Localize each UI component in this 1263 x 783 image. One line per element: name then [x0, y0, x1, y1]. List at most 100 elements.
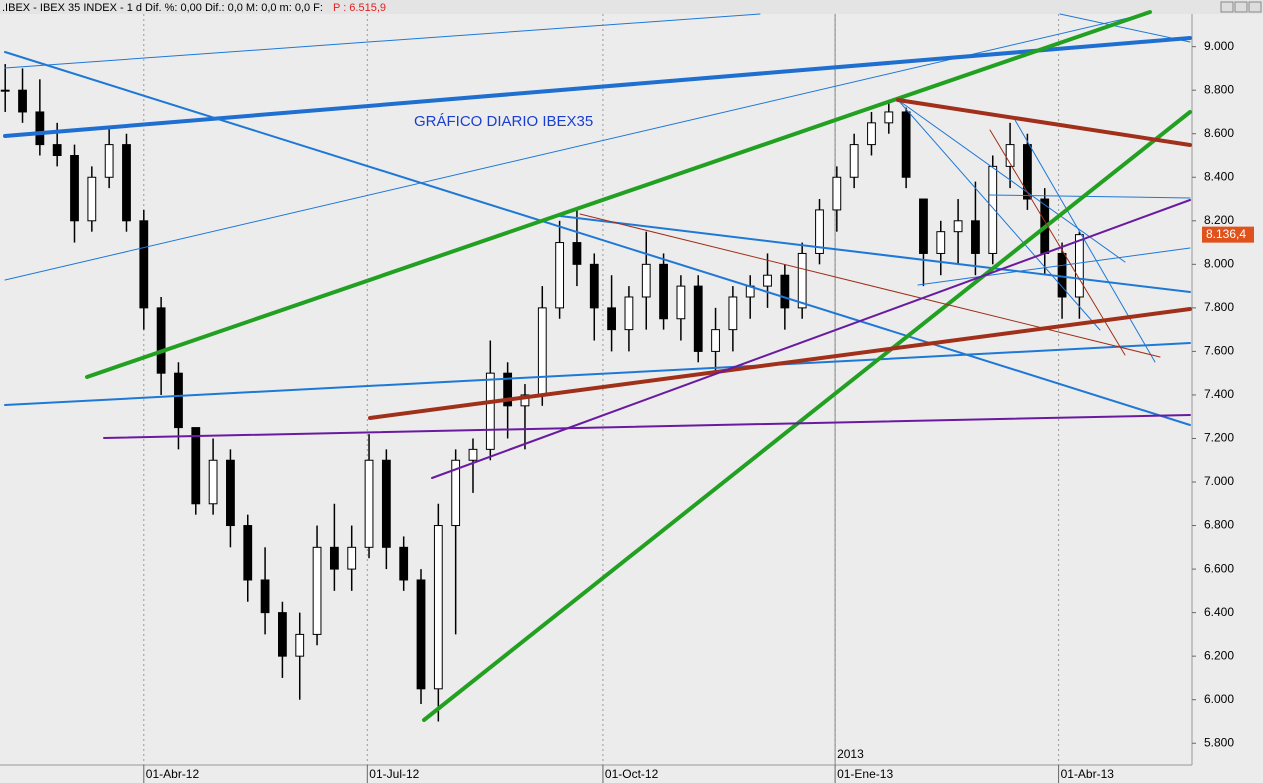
- y-tick-label: 9.000: [1204, 39, 1234, 53]
- candle-body: [953, 220, 963, 233]
- y-tick-label: 6.400: [1204, 605, 1234, 619]
- candle-body: [139, 220, 149, 309]
- trendline: [989, 129, 1126, 356]
- candle-body: [589, 263, 599, 309]
- candle-body: [815, 209, 824, 254]
- y-tick-label: 6.800: [1204, 518, 1234, 532]
- grid: [143, 14, 1060, 765]
- candle-body: [295, 633, 305, 657]
- year-label: 2013: [837, 747, 864, 761]
- candle-body: [641, 263, 651, 298]
- candle-body: [0, 89, 10, 92]
- candle-body: [416, 579, 426, 690]
- trendline: [1059, 13, 1191, 43]
- trendline: [431, 199, 1191, 479]
- candle-body: [70, 154, 79, 222]
- chart-title: GRÁFICO DIARIO IBEX35: [414, 113, 593, 130]
- candle-body: [156, 307, 166, 374]
- header-bar: [0, 0, 1263, 14]
- trendlines: [3, 10, 1192, 722]
- header-info: .IBEX - IBEX 35 INDEX - 1 d Dif. %: 0,00…: [2, 2, 323, 14]
- candle-body: [503, 372, 513, 407]
- candle-body: [104, 144, 114, 178]
- candle-body: [919, 198, 928, 254]
- y-tick-label: 6.200: [1204, 648, 1234, 662]
- candle-body: [971, 220, 980, 254]
- trendline: [897, 99, 1101, 331]
- trendline: [4, 13, 761, 69]
- trendline: [896, 98, 1192, 147]
- candle-body: [451, 459, 461, 527]
- candle-body: [572, 242, 582, 265]
- candle-body: [226, 459, 235, 527]
- y-tick-label: 5.800: [1204, 735, 1234, 749]
- candle-body: [659, 263, 668, 320]
- maximize-button[interactable]: [1234, 1, 1248, 13]
- candle-body: [555, 242, 565, 309]
- candle-body: [901, 111, 911, 178]
- candle-body: [329, 546, 339, 570]
- candle-body: [693, 285, 703, 352]
- candle-body: [849, 144, 859, 178]
- candle-body: [1074, 234, 1084, 298]
- trendline: [368, 307, 1192, 420]
- candle-body: [624, 296, 634, 331]
- candle-body: [520, 394, 530, 407]
- candle-body: [676, 285, 686, 320]
- candle-body: [208, 459, 218, 505]
- window-buttons[interactable]: [1220, 1, 1262, 13]
- trendline: [897, 99, 1126, 263]
- candle-body: [607, 307, 616, 331]
- candle-body: [260, 579, 270, 614]
- candle-body: [728, 296, 738, 331]
- candle-body: [191, 427, 201, 505]
- candle-body: [468, 448, 478, 461]
- candle-body: [364, 459, 374, 548]
- candle-body: [485, 372, 495, 450]
- candle-body: [936, 231, 946, 254]
- candle-body: [122, 144, 131, 222]
- candle-body: [884, 111, 894, 124]
- trendline: [579, 213, 1161, 358]
- trendline: [85, 10, 1152, 379]
- trendline: [3, 36, 1192, 138]
- x-tick-label: 01-Oct-12: [605, 767, 659, 781]
- y-tick-label: 7.000: [1204, 474, 1234, 488]
- x-tick-label: 01-Abr-12: [146, 767, 200, 781]
- trendline: [989, 194, 1191, 199]
- x-tick-label: 01-Abr-13: [1061, 767, 1115, 781]
- candle-body: [312, 546, 322, 635]
- candle-body: [711, 329, 720, 352]
- candle-body: [1005, 144, 1015, 167]
- trendline: [559, 215, 1191, 293]
- y-tick-label: 7.400: [1204, 387, 1234, 401]
- candle-body: [347, 546, 357, 570]
- y-tick-label: 6.600: [1204, 561, 1234, 575]
- candle-body: [797, 252, 807, 309]
- candle-body: [832, 176, 842, 211]
- candle-body: [780, 274, 790, 309]
- last-price-tag: [1202, 226, 1254, 243]
- y-tick-label: 8.200: [1204, 213, 1234, 227]
- candle-body: [433, 525, 443, 690]
- y-tick-label: 8.000: [1204, 257, 1234, 271]
- last-price-label: 8.136,4: [1206, 227, 1246, 241]
- y-tick-label: 7.800: [1204, 300, 1234, 314]
- y-tick-label: 7.600: [1204, 344, 1234, 358]
- trendline: [422, 110, 1192, 722]
- candle-body: [174, 372, 183, 429]
- candle-body: [1023, 144, 1032, 200]
- candle-body: [243, 525, 253, 581]
- candle-body: [988, 165, 998, 254]
- y-tick-label: 6.000: [1204, 692, 1234, 706]
- candle-body: [278, 612, 287, 657]
- candle-body: [399, 546, 409, 581]
- candle-body: [381, 459, 391, 548]
- minimize-button[interactable]: [1220, 1, 1234, 13]
- y-tick-label: 8.400: [1204, 169, 1234, 183]
- trendline: [4, 342, 1191, 406]
- close-button[interactable]: [1248, 1, 1262, 13]
